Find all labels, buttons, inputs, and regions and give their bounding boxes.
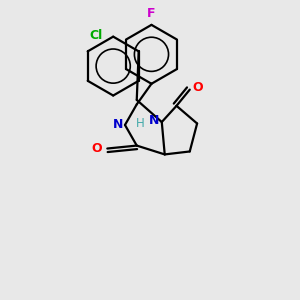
Text: Cl: Cl [90, 29, 103, 42]
Text: O: O [92, 142, 102, 155]
Text: O: O [193, 81, 203, 94]
Text: H: H [136, 117, 145, 130]
Text: N: N [113, 118, 124, 131]
Text: F: F [147, 7, 156, 20]
Text: N: N [148, 114, 159, 127]
